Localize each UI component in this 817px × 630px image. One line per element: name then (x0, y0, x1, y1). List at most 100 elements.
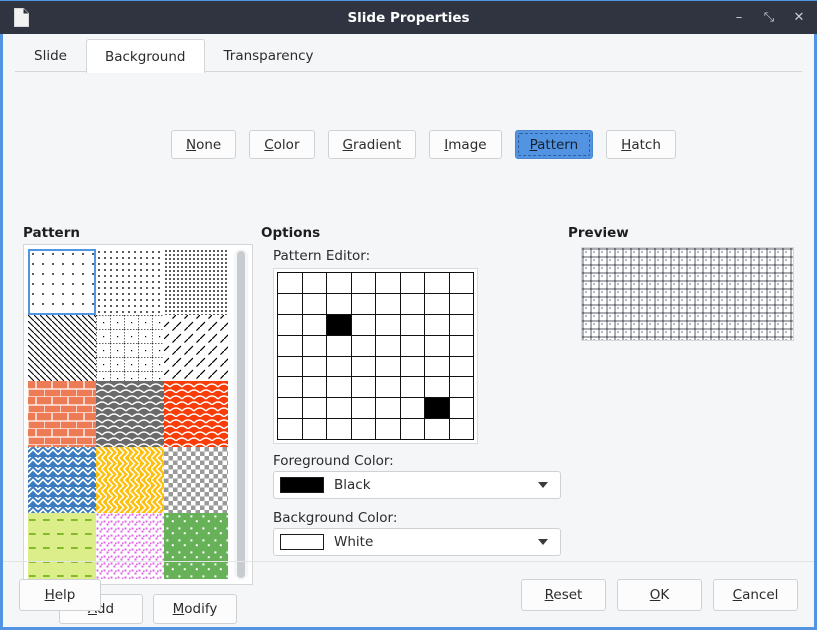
pattern-dots-medium[interactable] (96, 249, 164, 315)
pattern-editor-cell-0-5[interactable] (400, 273, 425, 294)
pattern-editor-cell-7-3[interactable] (351, 419, 376, 440)
pattern-editor-cell-3-4[interactable] (376, 335, 401, 357)
pattern-editor-cell-1-5[interactable] (400, 293, 425, 315)
tab-transparency[interactable]: Transparency (223, 48, 314, 64)
pattern-editor-cell-4-1[interactable] (302, 356, 327, 378)
pattern-dots-dense[interactable] (164, 249, 229, 315)
pattern-editor-cell-2-7[interactable] (449, 314, 474, 336)
foreground-color-select[interactable]: Black (273, 471, 561, 499)
tab-background[interactable]: Background (85, 39, 205, 73)
pattern-editor-cell-1-2[interactable] (327, 293, 352, 315)
ok-button[interactable]: OK (617, 579, 702, 611)
reset-button[interactable]: Reset (521, 579, 606, 611)
pattern-dots-sparse[interactable] (28, 249, 96, 315)
pattern-editor-cell-5-0[interactable] (278, 377, 303, 399)
pattern-editor-cell-0-1[interactable] (302, 273, 327, 294)
modify-button[interactable]: Modify (153, 594, 237, 624)
pattern-editor-cell-3-1[interactable] (302, 335, 327, 357)
pattern-editor-cell-1-1[interactable] (302, 293, 327, 315)
pattern-list[interactable] (23, 244, 253, 585)
pattern-editor-cell-7-1[interactable] (302, 419, 327, 440)
tab-slide[interactable]: Slide (34, 48, 67, 64)
help-button[interactable]: Help (19, 579, 101, 611)
title-bar[interactable]: Slide Properties – ⤡ ✕ (0, 0, 817, 34)
pattern-editor-cell-3-7[interactable] (449, 335, 474, 357)
fill-type-none-button[interactable]: None (171, 130, 237, 159)
maximize-button[interactable]: ⤡ (763, 10, 775, 25)
pattern-editor-cell-0-0[interactable] (278, 273, 303, 294)
pattern-editor-cell-4-5[interactable] (400, 356, 425, 378)
pattern-editor-cell-2-1[interactable] (302, 314, 327, 336)
pattern-editor-cell-3-2[interactable] (327, 335, 352, 357)
pattern-editor-cell-5-6[interactable] (425, 377, 450, 399)
pattern-scales-gray[interactable] (96, 381, 164, 447)
pattern-editor-cell-7-6[interactable] (425, 419, 450, 440)
pattern-editor-cell-0-7[interactable] (449, 273, 474, 294)
pattern-editor-cell-7-5[interactable] (400, 419, 425, 440)
pattern-editor[interactable] (273, 268, 478, 444)
pattern-editor-cell-0-2[interactable] (327, 273, 352, 294)
fill-type-color-button[interactable]: Color (249, 130, 315, 159)
pattern-sprinkle-green[interactable] (164, 513, 229, 579)
pattern-editor-cell-6-5[interactable] (400, 398, 425, 420)
pattern-herringbone-yellow[interactable] (96, 447, 164, 513)
pattern-editor-cell-6-6[interactable] (425, 398, 450, 420)
fill-type-pattern-button[interactable]: Pattern (514, 130, 594, 159)
pattern-editor-cell-2-2[interactable] (327, 314, 352, 336)
pattern-editor-cell-6-4[interactable] (376, 398, 401, 420)
pattern-editor-cell-6-0[interactable] (278, 398, 303, 420)
pattern-editor-cell-2-4[interactable] (376, 314, 401, 336)
pattern-editor-cell-4-0[interactable] (278, 356, 303, 378)
pattern-dotted-grid[interactable] (96, 315, 164, 381)
chevron-down-icon[interactable] (538, 539, 548, 545)
pattern-editor-cell-4-7[interactable] (449, 356, 474, 378)
pattern-editor-cell-0-4[interactable] (376, 273, 401, 294)
pattern-editor-cell-7-7[interactable] (449, 419, 474, 440)
pattern-editor-cell-6-7[interactable] (449, 398, 474, 420)
pattern-editor-cell-1-7[interactable] (449, 293, 474, 315)
fill-type-image-button[interactable]: Image (429, 130, 502, 159)
pattern-editor-cell-4-4[interactable] (376, 356, 401, 378)
pattern-diagonal-slash[interactable] (164, 315, 229, 381)
pattern-editor-cell-5-5[interactable] (400, 377, 425, 399)
pattern-editor-cell-5-7[interactable] (449, 377, 474, 399)
pattern-editor-cell-4-6[interactable] (425, 356, 450, 378)
pattern-editor-cell-5-2[interactable] (327, 377, 352, 399)
pattern-zigzag-blue[interactable] (28, 447, 96, 513)
close-button[interactable]: ✕ (793, 10, 805, 25)
pattern-editor-cell-1-6[interactable] (425, 293, 450, 315)
pattern-brick[interactable] (28, 381, 96, 447)
pattern-diagonal-backslash[interactable] (28, 315, 96, 381)
pattern-editor-cell-5-3[interactable] (351, 377, 376, 399)
pattern-list-scrollbar[interactable] (234, 249, 248, 580)
pattern-dashes-lime[interactable] (28, 513, 96, 579)
background-color-select[interactable]: White (273, 528, 561, 556)
pattern-checker-gray[interactable] (164, 447, 229, 513)
fill-type-gradient-button[interactable]: Gradient (327, 130, 417, 159)
pattern-editor-cell-6-2[interactable] (327, 398, 352, 420)
pattern-editor-cell-3-6[interactable] (425, 335, 450, 357)
pattern-scales-orange[interactable] (164, 381, 229, 447)
pattern-editor-cell-3-3[interactable] (351, 335, 376, 357)
pattern-editor-cell-0-6[interactable] (425, 273, 450, 294)
pattern-confetti-magenta[interactable] (96, 513, 164, 579)
pattern-editor-cell-3-0[interactable] (278, 335, 303, 357)
pattern-editor-cell-6-3[interactable] (351, 398, 376, 420)
pattern-editor-cell-7-0[interactable] (278, 419, 303, 440)
chevron-down-icon[interactable] (538, 482, 548, 488)
pattern-editor-cell-4-3[interactable] (351, 356, 376, 378)
pattern-editor-cell-5-4[interactable] (376, 377, 401, 399)
pattern-editor-cell-7-4[interactable] (376, 419, 401, 440)
pattern-editor-cell-2-0[interactable] (278, 314, 303, 336)
pattern-editor-cell-1-0[interactable] (278, 293, 303, 315)
pattern-editor-cell-2-3[interactable] (351, 314, 376, 336)
pattern-editor-cell-5-1[interactable] (302, 377, 327, 399)
pattern-editor-cell-2-6[interactable] (425, 314, 450, 336)
pattern-editor-cell-1-3[interactable] (351, 293, 376, 315)
minimize-button[interactable]: – (735, 10, 743, 25)
pattern-editor-cell-6-1[interactable] (302, 398, 327, 420)
scrollbar-thumb[interactable] (237, 251, 246, 578)
pattern-editor-cell-3-5[interactable] (400, 335, 425, 357)
cancel-button[interactable]: Cancel (713, 579, 798, 611)
pattern-editor-cell-1-4[interactable] (376, 293, 401, 315)
